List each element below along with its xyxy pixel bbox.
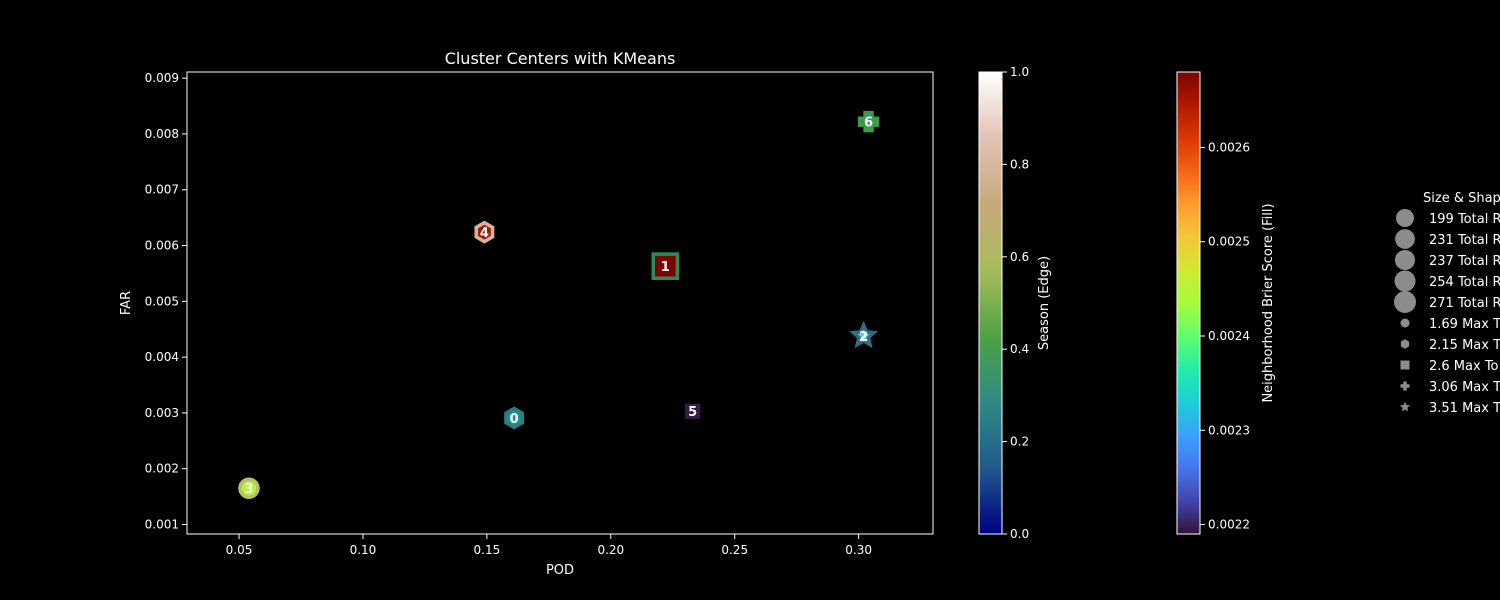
y-tick-label: 0.007 xyxy=(145,183,179,197)
season-edge-colorbar: 0.0 0.2 0.4 0.6 0.8 1.0 xyxy=(978,65,1029,541)
cluster-label: 1 xyxy=(661,260,670,275)
colorbar-tick-label: 0.2 xyxy=(1010,435,1029,449)
colorbar-tick-label: 0.0026 xyxy=(1208,140,1250,154)
x-tick-label: 0.15 xyxy=(474,543,501,557)
legend-entry-label: 2.15 Max T xyxy=(1429,338,1500,353)
cluster-label: 4 xyxy=(480,226,489,241)
y-tick-label: 0.004 xyxy=(145,350,179,364)
y-tick-label: 0.006 xyxy=(145,239,179,253)
colorbar-tick-label: 0.6 xyxy=(1010,250,1029,264)
y-tick-label: 0.009 xyxy=(145,71,179,85)
colorbar-tick-label: 0.0024 xyxy=(1208,329,1250,343)
cluster-center-marker xyxy=(474,220,495,244)
colorbar-tick-label: 0.4 xyxy=(1010,342,1029,356)
colorbar-tick-label: 0.8 xyxy=(1010,157,1029,171)
colorbar-tick-label: 0.0023 xyxy=(1208,423,1250,437)
x-axis-label: POD xyxy=(546,563,574,578)
legend-shape-marker xyxy=(1400,318,1410,328)
legend-shape-marker xyxy=(1400,381,1410,391)
legend-shape-marker xyxy=(1399,401,1411,412)
legend-entry-label: 271 Total R xyxy=(1429,296,1500,311)
cluster-center-marker xyxy=(651,252,680,280)
legend-shape-marker xyxy=(1400,339,1410,349)
legend-entry-label: 199 Total R xyxy=(1429,212,1500,227)
legend-entry-label: 254 Total R xyxy=(1429,275,1500,290)
y-tick-label: 0.002 xyxy=(145,462,179,476)
season-edge-colorbar-label: Season (Edge) xyxy=(1037,256,1052,350)
y-tick-label: 0.001 xyxy=(145,518,179,532)
y-tick-label: 0.008 xyxy=(145,127,179,141)
x-tick-label: 0.25 xyxy=(721,543,748,557)
cluster-label: 5 xyxy=(688,405,697,420)
colorbar-tick-label: 0.0 xyxy=(1010,527,1029,541)
cluster-label: 3 xyxy=(244,482,253,497)
cluster-label: 0 xyxy=(510,412,519,427)
cluster-center-marker xyxy=(857,110,880,133)
legend: Size & Shape 199 Total R 231 Total R 237 T… xyxy=(1394,191,1500,416)
legend-size-marker xyxy=(1394,291,1416,313)
plot-frame xyxy=(186,71,934,535)
cluster-label: 2 xyxy=(859,330,868,345)
colorbar-tick-label: 0.0025 xyxy=(1208,235,1250,249)
colorbar-gradient xyxy=(1176,71,1201,535)
legend-entry-label: 3.51 Max T xyxy=(1429,401,1500,416)
cluster-center-marker xyxy=(849,320,879,349)
legend-entry-label: 237 Total R xyxy=(1429,254,1500,269)
cluster-label: 6 xyxy=(864,116,873,131)
x-tick-label: 0.10 xyxy=(350,543,377,557)
cluster-center-marker xyxy=(685,403,701,419)
cluster-center-marker xyxy=(504,406,525,430)
y-tick-label: 0.003 xyxy=(145,406,179,420)
brier-fill-colorbar: 0.0022 0.0023 0.0024 0.0025 0.0026 xyxy=(1176,71,1250,535)
colorbar-gradient xyxy=(978,71,1003,535)
colorbar-tick-label: 1.0 xyxy=(1010,65,1029,79)
legend-size-marker xyxy=(1396,209,1414,227)
x-tick-label: 0.30 xyxy=(845,543,872,557)
cluster-center-marker xyxy=(238,477,260,499)
plot-area: 0.05 0.10 0.15 0.20 0.25 0.30 0.001 0.002 0.003 0… xyxy=(145,71,934,557)
brier-fill-colorbar-label: Neighborhood Brier Score (Fill) xyxy=(1261,203,1276,402)
x-tick-label: 0.20 xyxy=(597,543,624,557)
x-tick-label: 0.05 xyxy=(226,543,253,557)
legend-size-marker xyxy=(1394,270,1416,292)
legend-shape-marker xyxy=(1400,360,1410,370)
y-tick-label: 0.005 xyxy=(145,294,179,308)
legend-entry-label: 1.69 Max T xyxy=(1429,317,1500,332)
chart-title: Cluster Centers with KMeans xyxy=(445,49,676,68)
legend-size-marker xyxy=(1395,229,1415,249)
legend-entry-label: 2.6 Max To xyxy=(1429,359,1499,374)
legend-title: Size & Shape xyxy=(1423,191,1500,206)
y-axis-label: FAR xyxy=(119,291,134,315)
legend-entry-label: 231 Total R xyxy=(1429,233,1500,248)
legend-entry-label: 3.06 Max T xyxy=(1429,380,1500,395)
legend-size-marker xyxy=(1394,249,1416,271)
colorbar-tick-label: 0.0022 xyxy=(1208,518,1250,532)
